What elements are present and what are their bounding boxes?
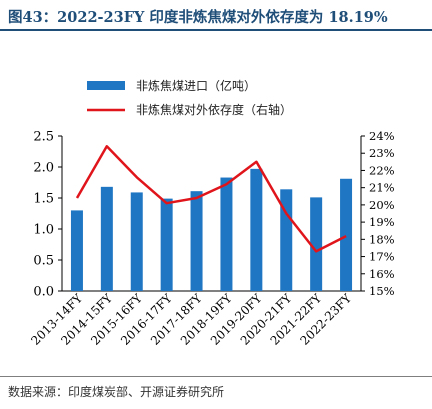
y-tick-label-left: 0.0 (33, 285, 54, 300)
bar-2019-20FY (250, 168, 263, 291)
y-tick-label-right: 20% (369, 198, 395, 212)
source-divider (0, 376, 432, 377)
chart-title: 图43：2022-23FY 印度非炼焦煤对外依存度为 18.19% (8, 9, 388, 26)
y-tick-label-right: 17% (369, 250, 395, 264)
legend-swatch-bar (87, 81, 125, 90)
bar-2017-18FY (190, 191, 203, 291)
y-tick-label-right: 19% (369, 215, 395, 229)
y-tick-label-right: 21% (369, 181, 395, 195)
y-tick-label-left: 0.5 (33, 254, 54, 269)
y-tick-label-left: 2.5 (33, 130, 54, 145)
source-note: 数据来源：印度煤炭部、开源证券研究所 (8, 385, 225, 399)
dependency-line (75, 145, 347, 253)
bar-2015-16FY (130, 192, 143, 291)
y-tick-label-left: 1.5 (33, 192, 54, 207)
legend-label-line: 非炼焦煤对外依存度（右轴） (136, 102, 292, 117)
y-tick-label-left: 1.0 (33, 223, 54, 238)
y-tick-label-left: 2.0 (33, 161, 54, 176)
bar-2016-17FY (160, 198, 173, 291)
y-tick-label-right: 22% (369, 163, 395, 177)
title-underline (0, 29, 432, 31)
bar-2021-22FY (310, 197, 323, 291)
chart: 非炼焦煤进口（亿吨） 非炼焦煤对外依存度（右轴） 0.0 0.5 1.0 1.5 2.0 2.… (28, 78, 395, 348)
y-tick-label-right: 15% (369, 284, 395, 298)
legend-label-bar: 非炼焦煤进口（亿吨） (136, 78, 256, 93)
bar-2014-15FY (100, 186, 113, 291)
y-tick-label-right: 23% (369, 146, 395, 160)
bar-2020-21FY (280, 189, 293, 291)
y-tick-label-right: 18% (369, 232, 395, 246)
y-tick-label-right: 16% (369, 267, 395, 281)
bar-2018-19FY (220, 177, 233, 291)
bar-2022-23FY (340, 178, 353, 291)
bar-2013-14FY (70, 210, 83, 291)
y-tick-label-right: 24% (369, 129, 395, 143)
